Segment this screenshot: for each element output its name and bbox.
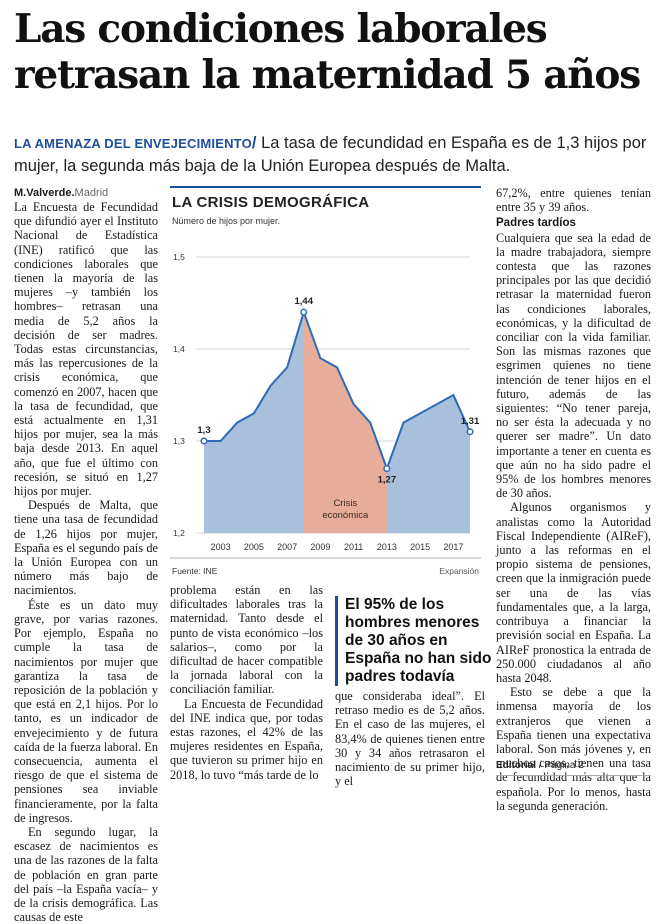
byline: M.Valverde.Madrid xyxy=(14,186,158,200)
pull-quote: El 95% de los hombres menores de 30 años… xyxy=(335,596,495,686)
data-point xyxy=(300,308,308,316)
data-label: 1,27 xyxy=(378,475,397,486)
x-tick-label: 2009 xyxy=(310,542,330,552)
y-tick-label: 1,4 xyxy=(173,344,185,354)
paragraph: La Encuesta de Fecundidad que difundió a… xyxy=(14,200,158,499)
data-label: 1,44 xyxy=(295,296,314,307)
x-tick-label: 2011 xyxy=(344,542,363,552)
data-point xyxy=(200,437,208,445)
section-subhead: Padres tardíos xyxy=(496,217,576,230)
data-point xyxy=(466,428,474,436)
crisis-label: Crisis xyxy=(333,498,357,509)
paragraph: que consideraba ideal”. El retraso medio… xyxy=(335,689,485,789)
article-column-3: que consideraba ideal”. El retraso medio… xyxy=(335,689,485,788)
byline-city: Madrid xyxy=(74,187,109,199)
y-tick-label: 1,2 xyxy=(173,528,185,538)
paragraph: problema están en las dificultades labor… xyxy=(170,583,323,697)
kicker: LA AMENAZA DEL ENVEJECIMIENTO xyxy=(14,136,252,151)
page-reference-page: / Página 2 xyxy=(536,760,584,771)
article-column-4: 67,2%, entre quienes tenían entre 35 y 3… xyxy=(496,186,651,813)
paragraph: 67,2%, entre quienes tenían entre 35 y 3… xyxy=(496,186,651,215)
x-tick-label: 2017 xyxy=(443,542,463,552)
article-column-1: M.Valverde.Madrid La Encuesta de Fecundi… xyxy=(14,186,158,924)
chart-title: LA CRISIS DEMOGRÁFICA xyxy=(172,194,370,211)
y-tick-label: 1,5 xyxy=(173,252,185,262)
data-label: 1,3 xyxy=(197,425,210,436)
x-tick-label: 2015 xyxy=(410,542,430,552)
paragraph: Éste es un dato muy grave, por varias ra… xyxy=(14,597,158,825)
series-line xyxy=(204,309,471,472)
footer-divider xyxy=(496,775,651,776)
paragraph: Algunos organismos y analistas como la A… xyxy=(496,500,651,685)
chart-source: Fuente: INE xyxy=(172,566,218,576)
paragraph: Esto se debe a que la inmensa mayoría de… xyxy=(496,685,651,813)
x-tick-label: 2013 xyxy=(377,542,397,552)
headline-line-2: retrasan la maternidad 5 años xyxy=(14,52,641,98)
y-tick-label: 1,3 xyxy=(173,436,185,446)
crisis-label: económica xyxy=(322,510,369,521)
article-column-2: problema están en las dificultades labor… xyxy=(170,583,323,782)
x-tick-label: 2007 xyxy=(277,542,297,552)
headline-line-1: Las condiciones laborales xyxy=(14,6,548,52)
chart-y-label: Número de hijos por mujer. xyxy=(172,216,281,226)
crisis-area-fill xyxy=(303,312,387,533)
chart-credit: Expansión xyxy=(439,566,479,576)
data-label: 1,31 xyxy=(461,416,480,427)
headline: Las condiciones laborales retrasan la ma… xyxy=(14,6,654,98)
page-reference-section: Editorial xyxy=(496,760,537,771)
x-tick-label: 2005 xyxy=(244,542,264,552)
subheadline-text: La tasa de fecundidad en España es de 1,… xyxy=(14,134,647,175)
paragraph: La Encuesta de Fecundidad del INE indica… xyxy=(170,696,323,782)
chart-container: LA CRISIS DEMOGRÁFICA Número de hijos po… xyxy=(170,186,481,577)
x-tick-label: 2003 xyxy=(211,542,231,552)
paragraph: Cualquiera que sea la edad de la madre t… xyxy=(496,230,651,501)
byline-author: M.Valverde. xyxy=(14,187,75,199)
paragraph: Después de Malta, que tiene una tasa de … xyxy=(14,498,158,598)
paragraph: En segundo lugar, la escasez de nacimien… xyxy=(14,824,158,924)
kicker-slash: / xyxy=(251,134,257,152)
page-reference: Editorial / Página 2 xyxy=(496,760,584,771)
subheadline: LA AMENAZA DEL ENVEJECIMIENTO/ La tasa d… xyxy=(14,132,650,177)
data-point xyxy=(383,465,391,473)
